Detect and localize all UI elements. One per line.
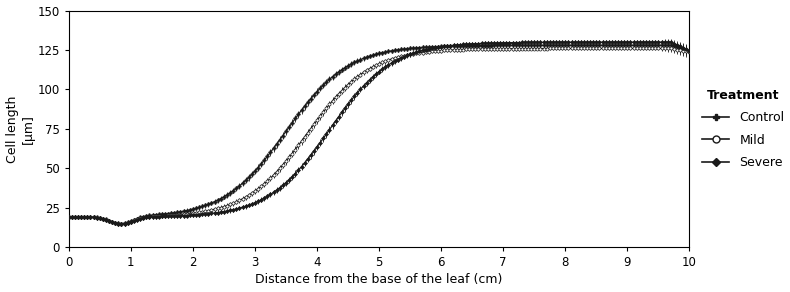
Y-axis label: Cell length
[μm]: Cell length [μm] [6,95,35,163]
Legend: Control, Mild, Severe: Control, Mild, Severe [702,89,784,169]
X-axis label: Distance from the base of the leaf (cm): Distance from the base of the leaf (cm) [255,273,502,286]
